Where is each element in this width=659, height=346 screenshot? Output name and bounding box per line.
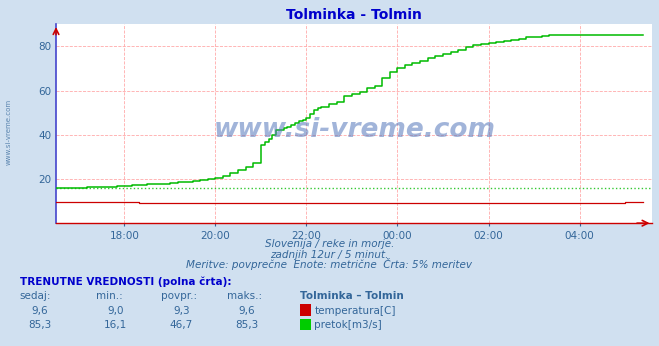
Text: maks.:: maks.:: [227, 291, 262, 301]
Text: 9,0: 9,0: [107, 306, 124, 316]
Text: 9,3: 9,3: [173, 306, 190, 316]
Text: 85,3: 85,3: [28, 320, 51, 330]
Text: 85,3: 85,3: [235, 320, 259, 330]
Text: 9,6: 9,6: [31, 306, 48, 316]
Text: min.:: min.:: [96, 291, 123, 301]
Text: 16,1: 16,1: [103, 320, 127, 330]
Text: povpr.:: povpr.:: [161, 291, 198, 301]
Text: TRENUTNE VREDNOSTI (polna črta):: TRENUTNE VREDNOSTI (polna črta):: [20, 277, 231, 288]
Text: Tolminka – Tolmin: Tolminka – Tolmin: [300, 291, 403, 301]
Text: sedaj:: sedaj:: [20, 291, 51, 301]
Text: 46,7: 46,7: [169, 320, 193, 330]
Text: pretok[m3/s]: pretok[m3/s]: [314, 320, 382, 330]
Text: Meritve: povprečne  Enote: metrične  Črta: 5% meritev: Meritve: povprečne Enote: metrične Črta:…: [186, 258, 473, 270]
Title: Tolminka - Tolmin: Tolminka - Tolmin: [286, 8, 422, 22]
Text: 9,6: 9,6: [239, 306, 256, 316]
Text: Slovenija / reke in morje.: Slovenija / reke in morje.: [265, 239, 394, 249]
Text: www.si-vreme.com: www.si-vreme.com: [5, 98, 12, 165]
Text: temperatura[C]: temperatura[C]: [314, 306, 396, 316]
Text: www.si-vreme.com: www.si-vreme.com: [214, 117, 495, 143]
Text: zadnjih 12ur / 5 minut.: zadnjih 12ur / 5 minut.: [270, 250, 389, 260]
